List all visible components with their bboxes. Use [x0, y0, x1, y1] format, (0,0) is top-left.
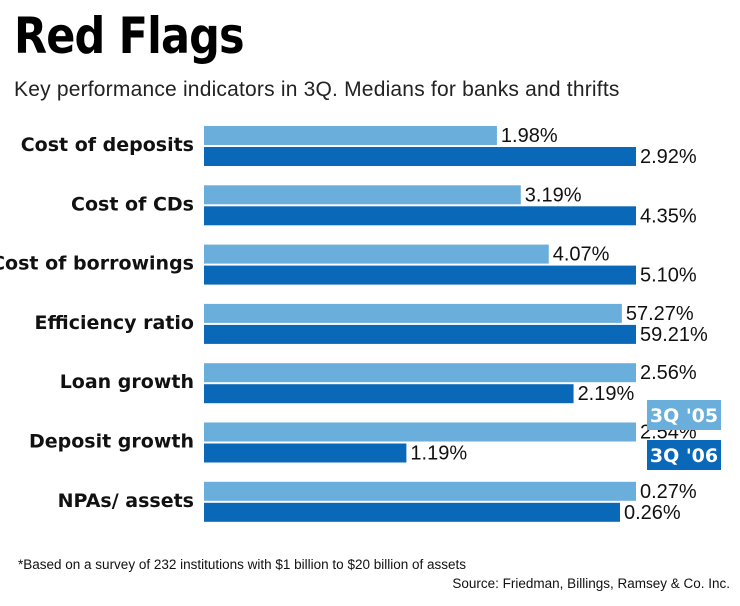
data-label: 59.21% [640, 324, 708, 346]
category-label: Cost of deposits [21, 134, 194, 156]
bar [204, 126, 497, 145]
chart-title: Red Flags [14, 7, 245, 65]
bar [204, 185, 521, 205]
data-label: 57.27% [626, 303, 694, 325]
bar [204, 303, 622, 323]
data-label: 2.92% [640, 146, 697, 168]
data-label: 0.26% [624, 502, 681, 524]
bar-chart: Cost of deposits 1.98% 2.92% Cost of CDs 3.1… [0, 125, 721, 524]
data-label: 5.10% [640, 265, 697, 287]
category-label: Cost of CDs [71, 193, 194, 215]
category-label: NPAs/ assets [58, 490, 194, 512]
data-label: 4.35% [640, 205, 697, 227]
bar [204, 502, 620, 522]
legend-label: 3Q '05 [650, 405, 718, 427]
legend-label: 3Q '06 [650, 445, 718, 467]
legend-swatch [647, 440, 721, 470]
bar [204, 363, 636, 383]
data-label: 3.19% [525, 184, 582, 206]
bar [204, 481, 636, 501]
source-note: Source: Friedman, Billings, Ramsey & Co.… [452, 576, 730, 591]
bar [204, 384, 574, 404]
bar [204, 443, 407, 463]
chart-subtitle: Key performance indicators in 3Q. Median… [14, 78, 620, 101]
footnote: *Based on a survey of 232 institutions w… [18, 557, 467, 572]
category-label: Cost of borrowings [0, 253, 194, 275]
bar [204, 265, 636, 285]
data-label: 1.98% [501, 125, 558, 147]
bar [204, 324, 636, 344]
category-label: Efficiency ratio [35, 312, 194, 334]
legend-swatch [647, 400, 721, 430]
data-label: 2.19% [578, 383, 635, 405]
category-label: Deposit growth [29, 431, 194, 453]
bar [204, 244, 549, 264]
bar [204, 147, 636, 166]
data-label: 2.56% [640, 362, 697, 384]
data-label: 0.27% [640, 481, 697, 503]
bar [204, 422, 636, 442]
data-label: 4.07% [553, 244, 610, 266]
bar [204, 206, 636, 226]
category-label: Loan growth [60, 371, 194, 393]
data-label: 1.19% [410, 443, 467, 465]
